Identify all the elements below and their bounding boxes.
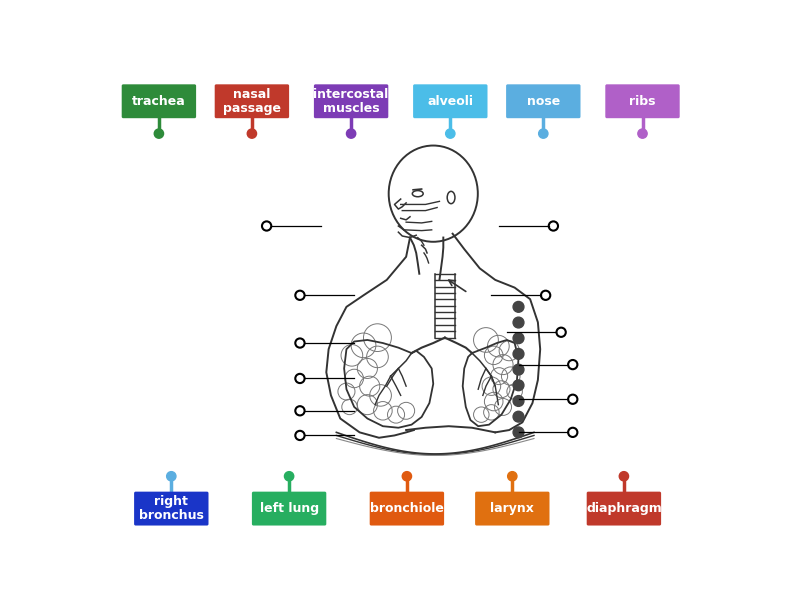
Circle shape [619,472,629,481]
Text: ribs: ribs [630,95,656,108]
Text: trachea: trachea [132,95,186,108]
FancyBboxPatch shape [606,85,680,118]
Circle shape [508,472,517,481]
FancyBboxPatch shape [122,85,196,118]
Text: left lung: left lung [259,502,318,515]
FancyBboxPatch shape [370,491,444,526]
Circle shape [513,380,524,391]
Circle shape [513,395,524,406]
Circle shape [638,129,647,138]
FancyBboxPatch shape [413,85,487,118]
Circle shape [285,472,294,481]
Circle shape [513,411,524,422]
Circle shape [513,364,524,375]
Circle shape [166,472,176,481]
Circle shape [154,129,163,138]
Circle shape [513,349,524,359]
FancyBboxPatch shape [314,85,388,118]
Text: diaphragm: diaphragm [586,502,662,515]
Text: larynx: larynx [490,502,534,515]
FancyBboxPatch shape [252,491,326,526]
FancyBboxPatch shape [214,85,289,118]
FancyBboxPatch shape [506,85,581,118]
Circle shape [513,317,524,328]
Circle shape [247,129,257,138]
Circle shape [513,333,524,344]
Text: nasal
passage: nasal passage [223,88,281,115]
Text: bronchiole: bronchiole [370,502,444,515]
Circle shape [446,129,455,138]
Circle shape [513,427,524,438]
Text: alveoli: alveoli [427,95,474,108]
FancyBboxPatch shape [475,491,550,526]
FancyBboxPatch shape [134,491,209,526]
Circle shape [346,129,356,138]
Circle shape [402,472,411,481]
Circle shape [538,129,548,138]
Text: nose: nose [526,95,560,108]
Text: intercostal
muscles: intercostal muscles [314,88,389,115]
Text: right
bronchus: right bronchus [139,495,204,523]
FancyBboxPatch shape [586,491,661,526]
Circle shape [513,301,524,312]
